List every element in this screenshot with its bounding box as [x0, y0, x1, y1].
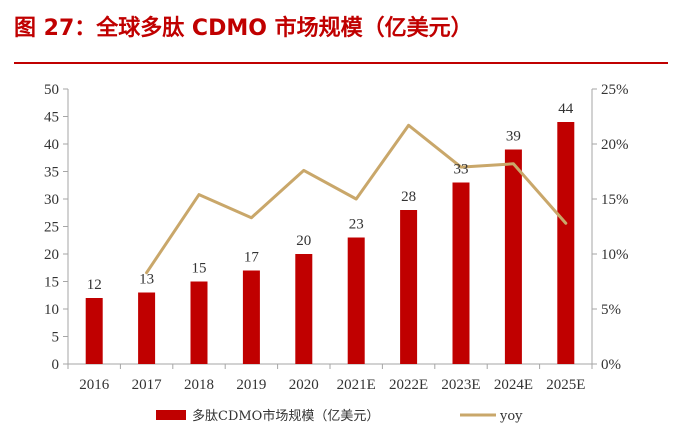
- right-axis-tick-label: 15%: [601, 192, 629, 208]
- bar: [190, 281, 208, 364]
- figure-title: 图 27：全球多肽 CDMO 市场规模（亿美元）: [14, 16, 473, 41]
- x-axis-tick-label: 2022E: [389, 377, 428, 393]
- bar-data-label: 20: [296, 233, 311, 249]
- bar: [242, 270, 260, 364]
- left-axis-tick-label: 45: [44, 110, 59, 126]
- right-axis-tick-label: 5%: [601, 302, 621, 318]
- x-axis-tick-label: 2021E: [337, 377, 376, 393]
- right-axis-tick-label: 0%: [601, 357, 621, 373]
- left-axis-tick-label: 35: [44, 165, 59, 181]
- x-axis-tick-label: 2025E: [546, 377, 585, 393]
- right-axis-tick-label: 20%: [601, 137, 629, 153]
- left-axis-tick-label: 25: [44, 220, 59, 236]
- right-axis-tick-label: 25%: [601, 82, 629, 98]
- legend-bar-swatch: [156, 410, 186, 420]
- bar-data-label: 33: [454, 162, 469, 178]
- bar-data-label: 44: [558, 101, 574, 117]
- bars-group: [85, 122, 575, 364]
- x-axis-tick-label: 2020: [289, 377, 319, 393]
- bar-data-label: 15: [192, 261, 207, 277]
- data-labels-group: 12 13 15 17 20 23 28 33 39 44: [87, 101, 574, 293]
- yoy-line-group: [145, 123, 568, 275]
- left-axis-tick-label: 50: [44, 82, 59, 98]
- bar: [295, 254, 313, 364]
- bar: [557, 122, 575, 364]
- x-axis-tick-label: 2016: [79, 377, 110, 393]
- bar: [347, 237, 365, 364]
- left-axis-tick-label: 15: [44, 275, 59, 291]
- yoy-line: [145, 123, 568, 275]
- left-axis-tick-label: 20: [44, 247, 59, 263]
- axes-group: 0 5 10 15 20 25 30 35 40 45 50 0% 5% 10% 15% 20% 25% 2016…: [44, 82, 629, 393]
- legend: 多肽CDMO市场规模（亿美元） yoy: [156, 408, 523, 424]
- left-axis-tick-label: 10: [44, 302, 59, 318]
- left-axis-tick-label: 40: [44, 137, 59, 153]
- bar: [400, 210, 418, 364]
- bar-data-label: 39: [506, 129, 521, 145]
- right-axis-tick-label: 10%: [601, 247, 629, 263]
- bar: [452, 182, 470, 364]
- bar-data-label: 12: [87, 277, 102, 293]
- legend-bar-label: 多肽CDMO市场规模（亿美元）: [192, 408, 379, 424]
- bar-data-label: 17: [244, 250, 260, 266]
- left-axis-tick-label: 30: [44, 192, 59, 208]
- x-axis-tick-label: 2023E: [441, 377, 480, 393]
- bar-data-label: 13: [139, 272, 154, 288]
- left-axis-tick-label: 0: [52, 357, 60, 373]
- x-axis-tick-label: 2018: [184, 377, 214, 393]
- bar: [85, 298, 103, 364]
- left-axis-tick-label: 5: [52, 330, 60, 346]
- bar: [138, 292, 156, 364]
- bar-data-label: 28: [401, 189, 416, 205]
- bar-data-label: 23: [349, 217, 364, 233]
- x-axis-tick-label: 2024E: [494, 377, 533, 393]
- title-rule: [14, 62, 668, 64]
- bar: [504, 149, 522, 364]
- x-axis-tick-label: 2019: [236, 377, 266, 393]
- x-axis-tick-label: 2017: [132, 377, 163, 393]
- legend-line-label: yoy: [499, 409, 523, 424]
